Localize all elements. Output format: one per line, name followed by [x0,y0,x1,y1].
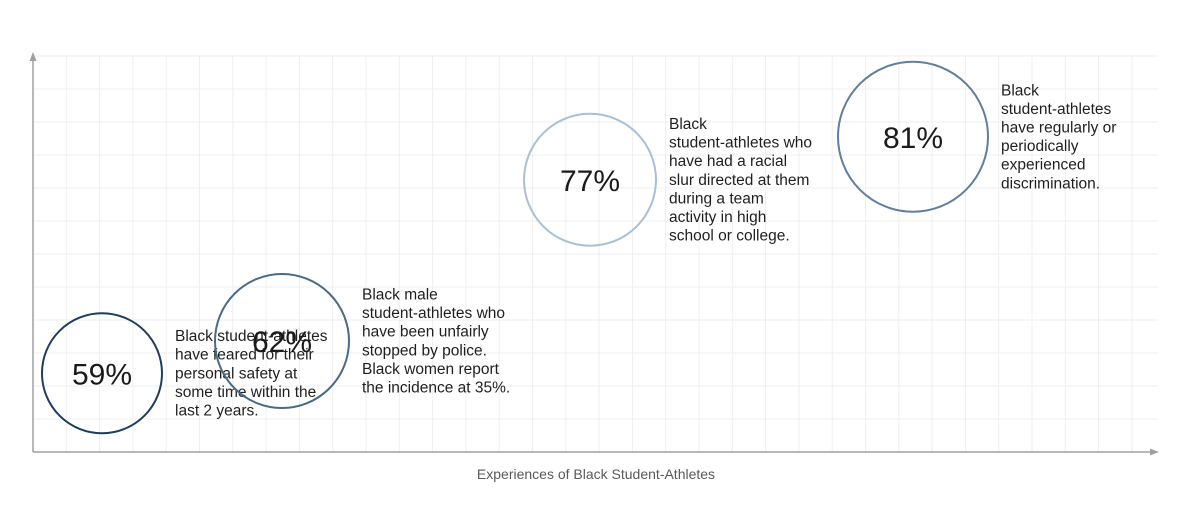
stat-description: Black student-athletes who have had a raci… [669,116,812,245]
x-axis-arrow [1150,448,1159,456]
stat-description-line: have been unfairly [362,324,489,341]
stat-description-line: Black male [362,287,438,304]
stat-circle [41,312,163,435]
stat-description-line: student-athletes who [669,135,812,152]
stat-description-line: last 2 years. [175,402,259,419]
stat-description-line: activity in high [669,209,766,226]
stat-description-line: during a team [669,190,764,207]
stat-description-line: stopped by police. [362,342,487,359]
stat-description-line: have regularly or [1001,119,1116,136]
stat-circle [523,112,657,247]
stat-description: Black male student-athletes who have been … [362,287,510,397]
stat-description-line: the incidence at 35%. [362,380,510,397]
stat-description-line: have feared for their [175,347,314,364]
stat-description-line: school or college. [669,228,790,245]
stat-description-line: Black women report [362,361,500,378]
axes [29,52,1159,456]
stat-point: 81% Black student-athletes have regularly o… [837,60,1116,213]
stat-description-line: slur directed at them [669,172,809,189]
data-points: 59% Black student-athletes have feared for… [41,60,1116,435]
stat-description-line: periodically [1001,138,1079,155]
stat-percentage-label: 81% [883,122,943,155]
stat-point: 62% Black male student-athletes who have be… [214,273,510,409]
stat-circle [837,60,989,213]
stat-description: Black student-athletes have feared for th… [175,328,328,419]
y-axis-arrow [29,52,37,61]
stat-point: 77% Black student-athletes who have had a r… [523,112,812,247]
stat-percentage-label: 59% [72,358,132,391]
stat-description-line: Black student-athletes [175,328,328,345]
stat-percentage-label: 62% [252,326,312,359]
stat-description: Black student-athletes have regularly or pe… [1001,82,1116,192]
grid [32,55,1158,453]
stat-point: 59% Black student-athletes have feared for… [41,312,328,435]
stat-description-line: some time within the [175,384,316,401]
stat-description-line: personal safety at [175,365,298,382]
stat-description-line: student-athletes [1001,101,1112,118]
stat-description-line: Black [1001,82,1039,99]
stat-description-line: have had a racial [669,153,787,170]
x-axis-title: Experiences of Black Student-Athletes [477,466,715,482]
stat-description-line: experienced [1001,157,1085,174]
stat-percentage-label: 77% [560,165,620,198]
stat-circle [214,273,350,409]
stat-description-line: Black [669,116,707,133]
stat-description-line: student-athletes who [362,305,505,322]
stat-description-line: discrimination. [1001,175,1100,192]
